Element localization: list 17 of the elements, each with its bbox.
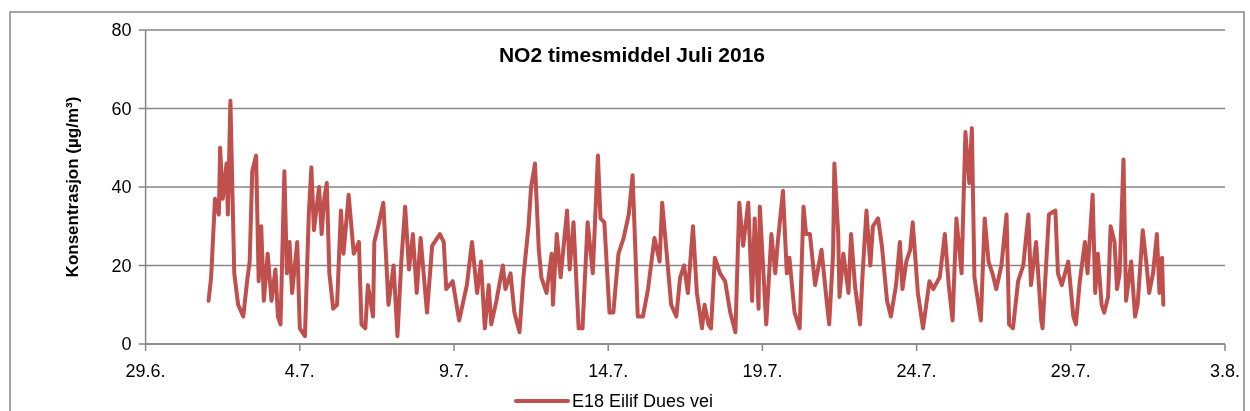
x-tick-label: 4.7. <box>284 361 315 381</box>
x-tick-label: 24.7. <box>896 361 937 381</box>
x-tick-label: 3.8. <box>1209 361 1241 381</box>
legend-label: E18 Eilif Dues vei <box>572 391 714 411</box>
x-tick-label: 29.6. <box>125 361 166 381</box>
line-series <box>206 98 1166 339</box>
y-tick-label: 80 <box>111 20 132 41</box>
x-tick-label: 29.7. <box>1050 361 1091 381</box>
x-tick-label: 19.7. <box>742 361 783 381</box>
x-tick-label: 14.7. <box>588 361 629 381</box>
text: NO2 timesmiddel Juli 2016 <box>498 43 766 66</box>
y-tick-label: 60 <box>111 98 132 119</box>
y-tick-label: 0 <box>121 334 132 355</box>
x-tick-label: 9.7. <box>438 361 470 381</box>
y-tick-label: 20 <box>111 255 132 276</box>
y-tick-label: 40 <box>111 177 132 198</box>
y-axis-title: Konsentrasjon (µg/m³) <box>63 96 82 278</box>
